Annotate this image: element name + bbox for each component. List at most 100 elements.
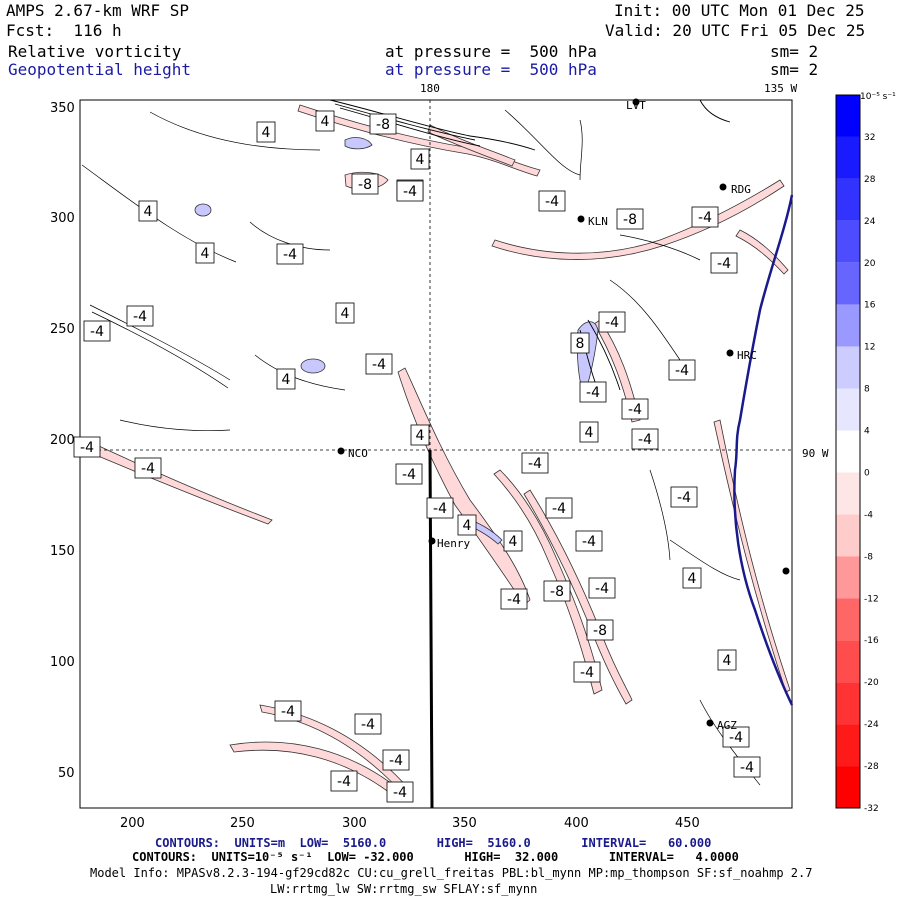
colorbar-swatch: [836, 598, 860, 641]
colorbar-swatch: [836, 430, 860, 473]
station-kln: [577, 215, 585, 223]
contour-label-box: [717, 649, 737, 671]
contour-label: -4: [595, 581, 609, 597]
field1-name: Relative vorticity: [8, 42, 182, 61]
colorbar-swatch: [836, 682, 860, 725]
contour-label: -4: [133, 309, 147, 325]
y-tick: 300: [50, 211, 75, 226]
contour-label-box: [538, 190, 566, 212]
contour-label-box: [382, 749, 410, 771]
contour-label-box: [621, 398, 649, 420]
contour-label-box: [134, 457, 162, 479]
colorbar-level-label: 12: [864, 343, 875, 353]
contour-label-box: [126, 305, 154, 327]
contour-label-box: [579, 421, 599, 443]
colorbar-level-label: 8: [864, 385, 870, 395]
contour-label-box: [138, 200, 158, 222]
contour-label: 4: [282, 372, 291, 388]
colorbar-swatch: [836, 178, 860, 221]
contour-label-box: [386, 781, 414, 803]
colorbar-swatch: [836, 556, 860, 599]
colorbar-level-label: 32: [864, 133, 875, 143]
y-tick: 50: [58, 766, 75, 781]
station-label-henry: Henry: [437, 537, 471, 550]
contour-label: -4: [90, 324, 104, 340]
station-label-kln: KLN: [588, 215, 608, 228]
contour-label-box: [500, 588, 528, 610]
colorbar-level-label: -12: [864, 594, 879, 604]
colorbar-swatch: [836, 304, 860, 347]
contour-label: -4: [582, 534, 596, 550]
footer-contours-height: CONTOURS: UNITS=m LOW= 5160.0 HIGH= 5160…: [155, 836, 712, 850]
colorbar-level-label: -24: [864, 720, 879, 730]
colorbar-level-label: -28: [864, 762, 879, 772]
model-title: AMPS 2.67-km WRF SP: [6, 1, 190, 20]
contour-label: -4: [372, 357, 386, 373]
field1-smooth: sm= 2: [770, 42, 819, 61]
contour-label: -4: [605, 315, 619, 331]
station-label-lvt: LVT: [626, 99, 646, 112]
contour-label-box: [545, 497, 573, 519]
colorbar-swatch: [836, 388, 860, 431]
station-edge: [782, 567, 790, 575]
contour-label: -4: [628, 402, 642, 418]
vorticity-band-hr: [735, 229, 789, 275]
height-contour: [733, 194, 794, 706]
vorticity-pos-2: [300, 358, 326, 374]
contour-label: -8: [550, 584, 564, 600]
colorbar-level-label: 20: [864, 259, 876, 269]
contour-label-box: [722, 726, 750, 748]
contour-label-box: [351, 173, 379, 195]
field1-level: at pressure = 500 hPa: [385, 42, 597, 61]
field2-level: at pressure = 500 hPa: [385, 60, 597, 79]
footer-model-info-2: LW:rrtmg_lw SW:rrtmg_sw SFLAY:sf_mynn: [270, 882, 538, 896]
contour-label: -4: [361, 717, 375, 733]
contour-label-box: [543, 580, 571, 602]
contour-label: -4: [545, 194, 559, 210]
station-rdg: [719, 183, 727, 191]
contour-label: -4: [433, 501, 447, 517]
vorticity-pos-1: [194, 203, 212, 217]
negative-vorticity-fill: [83, 104, 791, 797]
contour-label: 4: [262, 125, 271, 141]
colorbar-unit-label: 10⁻⁵ s⁻¹: [860, 92, 896, 102]
contour-label-box: [598, 311, 626, 333]
contour-label: -8: [593, 623, 607, 639]
contour-label-box: [710, 252, 738, 274]
contour-label: -4: [729, 730, 743, 746]
colorbar-level-label: 4: [864, 427, 870, 437]
contour-labels: 4 4 -8 4 -4 -8 4 4 -4 -4 -4 -4 4 -4 -4 4 4 -4 8 -4 -4 -4 4 -8 -4…: [73, 110, 761, 803]
footer-contours-vorticity: CONTOURS: UNITS=10⁻⁵ s⁻¹ LOW= -32.000 HI…: [132, 850, 739, 864]
contour-label: -4: [281, 704, 295, 720]
contour-label-box: [83, 320, 111, 342]
colorbar: 32 28 24 20 16 12 8 4 0 -4 -8 -12 -16 -20 -24 -28 -32: [835, 94, 879, 814]
contour-label: -4: [283, 247, 297, 263]
colorbar-level-label: 16: [864, 301, 876, 311]
lon-label-90w: 90 W: [802, 447, 829, 460]
station-label-rdg: RDG: [731, 183, 751, 196]
graticule-lines: [80, 100, 792, 451]
contour-label-box: [682, 567, 702, 589]
contour-label-box: [354, 713, 382, 735]
contour-label: -4: [677, 490, 691, 506]
contour-label: 8: [576, 336, 585, 352]
colorbar-swatch: [836, 766, 860, 808]
contour-label: 4: [416, 152, 425, 168]
x-tick: 200: [120, 816, 145, 831]
contour-label: -4: [337, 774, 351, 790]
station-hrc: [726, 349, 734, 357]
contour-label: 4: [463, 518, 472, 534]
init-time: Init: 00 UTC Mon 01 Dec 25: [614, 1, 865, 20]
colorbar-swatch: [836, 220, 860, 263]
contour-label: -8: [376, 117, 390, 133]
field2-name: Geopotential height: [8, 60, 192, 79]
contour-label-box: [73, 436, 101, 458]
contour-label: -4: [638, 432, 652, 448]
x-tick: 250: [230, 816, 255, 831]
contour-label: 4: [688, 571, 697, 587]
contour-label-box: [457, 514, 477, 536]
colorbar-level-label: 28: [864, 175, 876, 185]
colorbar-level-label: 24: [864, 217, 876, 227]
contour-label: -4: [580, 665, 594, 681]
contour-label-box: [315, 110, 335, 132]
